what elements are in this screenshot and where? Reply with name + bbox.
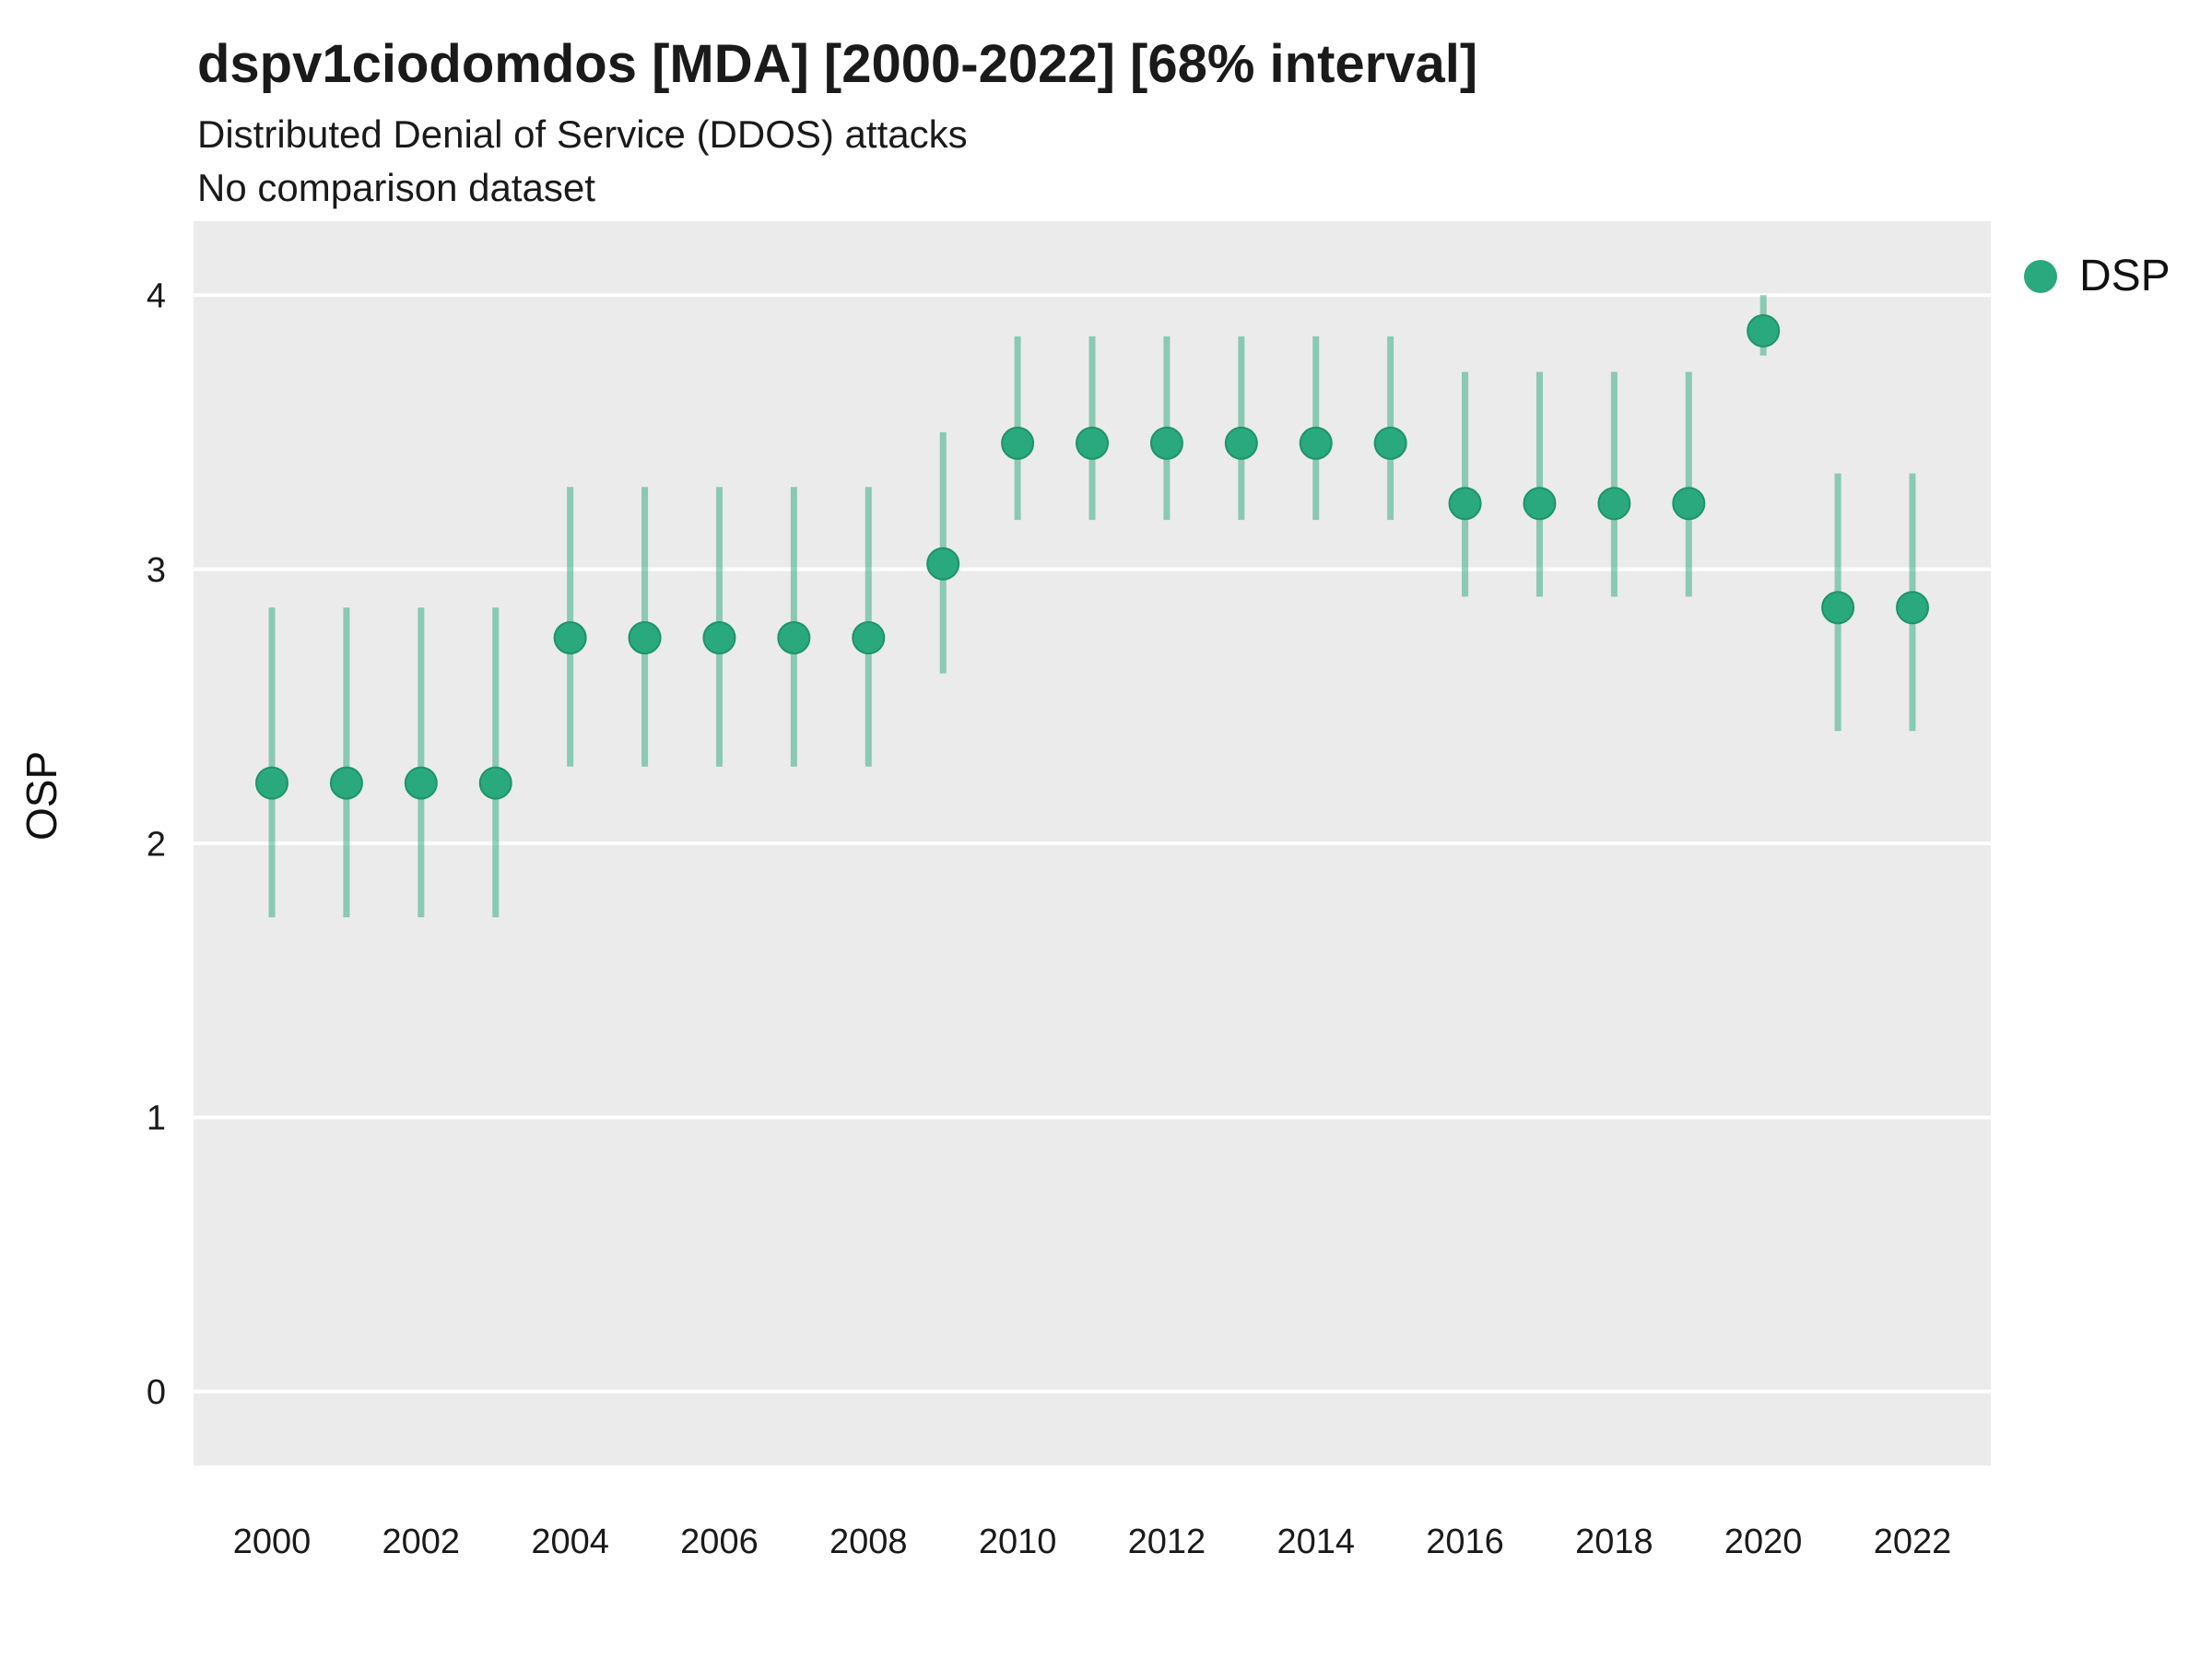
x-tick-label: 2006 [680,1523,759,1561]
x-tick-label: 2016 [1426,1523,1504,1561]
data-point [1896,591,1929,625]
data-point [1299,426,1333,460]
x-tick-label: 2020 [1724,1523,1803,1561]
data-point [1149,426,1183,460]
y-tick-label: 1 [147,1100,166,1138]
y-tick-label: 3 [147,551,166,590]
data-point [1523,487,1557,521]
legend: DSP [2024,251,2171,301]
data-point [404,766,438,800]
data-point [1076,426,1109,460]
data-point [1747,313,1781,347]
x-tick-label: 2010 [979,1523,1057,1561]
y-tick-label: 0 [147,1373,166,1412]
data-point [1448,487,1482,521]
x-tick-label: 2014 [1277,1523,1355,1561]
x-tick-label: 2004 [531,1523,609,1561]
data-point [777,620,811,654]
x-tick-label: 2002 [382,1523,461,1561]
y-tick-label: 2 [147,825,166,864]
x-tick-label: 2000 [233,1523,312,1561]
data-point [553,620,587,654]
data-point [1672,487,1706,521]
data-point [478,766,512,800]
x-tick-label: 2022 [1874,1523,1952,1561]
x-tick-label: 2008 [830,1523,908,1561]
data-point [628,620,662,654]
data-point [255,766,288,800]
chart-comparison-note: No comparison dataset [197,166,595,209]
data-point [1597,487,1631,521]
data-point [1001,426,1035,460]
data-point [1821,591,1855,625]
y-tick-label: 4 [147,277,166,316]
data-point [852,620,886,654]
legend-dsp-swatch-icon [2024,259,2057,293]
legend-dsp-label: DSP [2079,252,2171,300]
data-point [329,766,363,800]
data-point [926,547,960,581]
chart-subtitle: Distributed Denial of Service (DDOS) att… [197,112,968,156]
x-tick-label: 2018 [1575,1523,1653,1561]
x-tick-label: 2012 [1128,1523,1206,1561]
chart-title: dspv1ciodomdos [MDA] [2000-2022] [68% in… [197,34,1478,94]
data-point [1224,426,1258,460]
data-point [1373,426,1407,460]
data-point [702,620,736,654]
